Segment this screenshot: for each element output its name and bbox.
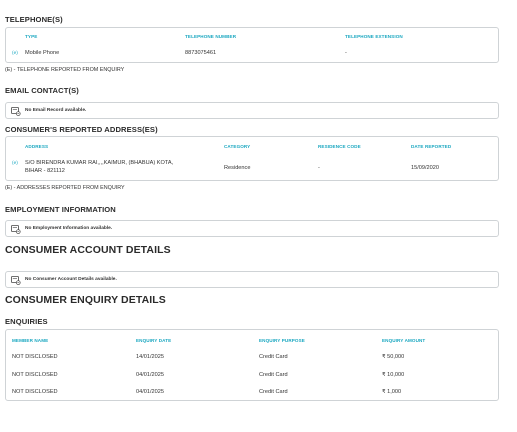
enquiry-member: NOT DISCLOSED: [12, 389, 58, 395]
col-header-category: CATEGORY: [224, 144, 251, 149]
accounts-title: CONSUMER ACCOUNT DETAILS: [5, 244, 171, 256]
enquiry-purpose: Credit Card: [259, 372, 288, 378]
enquiry-date: 04/01/2025: [136, 372, 164, 378]
enquiry-member: NOT DISCLOSED: [12, 354, 58, 360]
addresses-title: CONSUMER'S REPORTED ADDRESS(ES): [5, 125, 158, 134]
col-header-telephone-number: TELEPHONE NUMBER: [185, 34, 237, 39]
phone-type: Mobile Phone: [25, 50, 60, 56]
employment-empty-message: No Employment Information available.: [25, 226, 113, 231]
addresses-table: ADDRESS CATEGORY RESIDENCE CODE DATE REP…: [5, 136, 499, 181]
col-header-residence-code: RESIDENCE CODE: [318, 144, 361, 149]
col-header-enquiry-amount: ENQUIRY AMOUNT: [382, 338, 426, 343]
no-record-icon: [11, 276, 21, 285]
no-record-icon: [11, 225, 21, 234]
address-residence-code: -: [318, 165, 320, 171]
accounts-empty-message: No Consumer Account Details available.: [25, 277, 117, 282]
phone-extension: -: [345, 50, 347, 56]
enquiry-amount: ₹ 50,000: [382, 354, 405, 360]
enquiry-marker: (e): [12, 51, 18, 56]
col-header-enquiry-purpose: ENQUIRY PURPOSE: [259, 338, 305, 343]
emails-title: EMAIL CONTACT(S): [5, 86, 79, 95]
emails-empty-message: No Email Record available.: [25, 108, 87, 113]
enquiry-details-title: CONSUMER ENQUIRY DETAILS: [5, 294, 166, 306]
address-date-reported: 15/09/2020: [411, 165, 439, 171]
enquiry-date: 04/01/2025: [136, 389, 164, 395]
col-header-type: TYPE: [25, 34, 38, 39]
enquiry-date: 14/01/2025: [136, 354, 164, 360]
col-header-address: ADDRESS: [25, 144, 49, 149]
accounts-box: No Consumer Account Details available.: [5, 271, 499, 288]
col-header-member-name: MEMBER NAME: [12, 338, 49, 343]
telephones-table: TYPE TELEPHONE NUMBER TELEPHONE EXTENSIO…: [5, 27, 499, 63]
address-category: Residence: [224, 165, 251, 171]
enquiry-amount: ₹ 10,000: [382, 372, 405, 378]
emails-box: No Email Record available.: [5, 102, 499, 119]
employment-title: EMPLOYMENT INFORMATION: [5, 205, 116, 214]
phone-number: 8873075461: [185, 50, 217, 56]
telephones-footnote: (e) - TELEPHONE REPORTED FROM ENQUIRY: [5, 67, 125, 73]
addresses-footnote: (e) - ADDRESSES REPORTED FROM ENQUIRY: [5, 185, 125, 191]
enquiry-purpose: Credit Card: [259, 354, 288, 360]
enquiry-amount: ₹ 1,000: [382, 389, 402, 395]
enquiries-table: MEMBER NAME ENQUIRY DATE ENQUIRY PURPOSE…: [5, 329, 499, 401]
address-line-2: BIHAR - 821112: [25, 168, 65, 174]
no-record-icon: [11, 107, 21, 116]
col-header-date-reported: DATE REPORTED: [411, 144, 452, 149]
col-header-enquiry-date: ENQUIRY DATE: [136, 338, 172, 343]
col-header-telephone-extension: TELEPHONE EXTENSION: [345, 34, 403, 39]
enquiries-title: ENQUIRIES: [5, 317, 48, 326]
telephones-title: TELEPHONE(S): [5, 15, 63, 24]
enquiry-purpose: Credit Card: [259, 389, 288, 395]
enquiry-marker: (e): [12, 161, 18, 166]
employment-box: No Employment Information available.: [5, 220, 499, 237]
address-line-1: S/O BIRENDRA KUMAR RAI,,,,KAIMUR, (BHABU…: [25, 160, 174, 166]
enquiry-member: NOT DISCLOSED: [12, 372, 58, 378]
